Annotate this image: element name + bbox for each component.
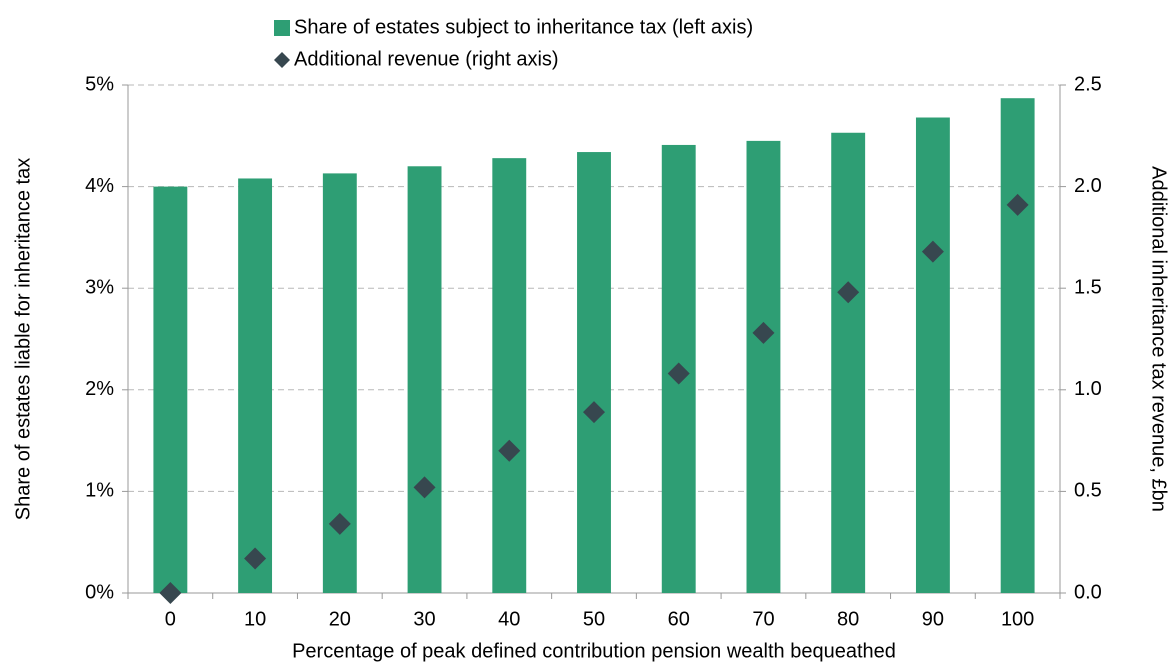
- y2-tick-label: 0.5: [1074, 480, 1102, 502]
- legend-swatch: [274, 20, 290, 36]
- y-axis-title: Share of estates liable for inheritance …: [12, 158, 34, 520]
- x-tick-label: 0: [165, 608, 176, 630]
- legend-label: Additional revenue (right axis): [294, 48, 559, 70]
- y2-axis-title: Additional inheritance tax revenue, £bn: [1148, 166, 1170, 512]
- legend-label: Share of estates subject to inheritance …: [294, 16, 753, 38]
- diamond-marker: [413, 476, 436, 499]
- y2-tick-label: 2.0: [1074, 175, 1102, 197]
- legend-swatch: [274, 52, 290, 68]
- x-tick-label: 30: [413, 608, 435, 630]
- y-tick-label: 5%: [85, 73, 114, 95]
- bar: [915, 117, 950, 594]
- bar: [577, 152, 611, 593]
- bar: [153, 186, 188, 593]
- diamond-marker: [921, 240, 944, 263]
- diamond-marker: [159, 582, 182, 604]
- x-tick-label: 50: [583, 608, 605, 630]
- diamond-marker: [752, 321, 775, 344]
- diamond-marker: [1006, 193, 1029, 216]
- x-tick-label: 20: [329, 608, 351, 630]
- diamond-marker: [244, 547, 267, 570]
- y-tick-label: 3%: [85, 276, 114, 298]
- y2-tick-label: 1.5: [1074, 276, 1102, 298]
- x-tick-label: 40: [498, 608, 520, 630]
- x-tick-label: 100: [1001, 608, 1034, 630]
- bar: [238, 178, 273, 594]
- y-tick-label: 4%: [85, 175, 114, 197]
- x-tick-label: 90: [922, 608, 944, 630]
- bar: [746, 140, 781, 593]
- y2-tick-label: 1.0: [1074, 378, 1102, 400]
- y-tick-label: 2%: [85, 378, 114, 400]
- y-tick-label: 1%: [85, 480, 114, 502]
- y2-tick-label: 2.5: [1074, 73, 1102, 95]
- bar: [1000, 98, 1035, 593]
- diamond-marker: [583, 401, 605, 424]
- x-tick-label: 70: [752, 608, 774, 630]
- diamond-marker: [328, 512, 351, 535]
- x-tick-label: 60: [668, 608, 690, 630]
- x-tick-label: 80: [837, 608, 859, 630]
- diamond-marker: [498, 439, 521, 462]
- bar: [831, 132, 866, 593]
- bar: [407, 166, 442, 593]
- diamond-marker: [837, 281, 860, 304]
- diamond-marker: [667, 362, 690, 385]
- x-tick-label: 10: [244, 608, 266, 630]
- x-axis-title: Percentage of peak defined contribution …: [292, 640, 896, 662]
- bar: [492, 158, 527, 594]
- y2-tick-label: 0.0: [1074, 581, 1102, 603]
- y-tick-label: 0%: [85, 581, 114, 603]
